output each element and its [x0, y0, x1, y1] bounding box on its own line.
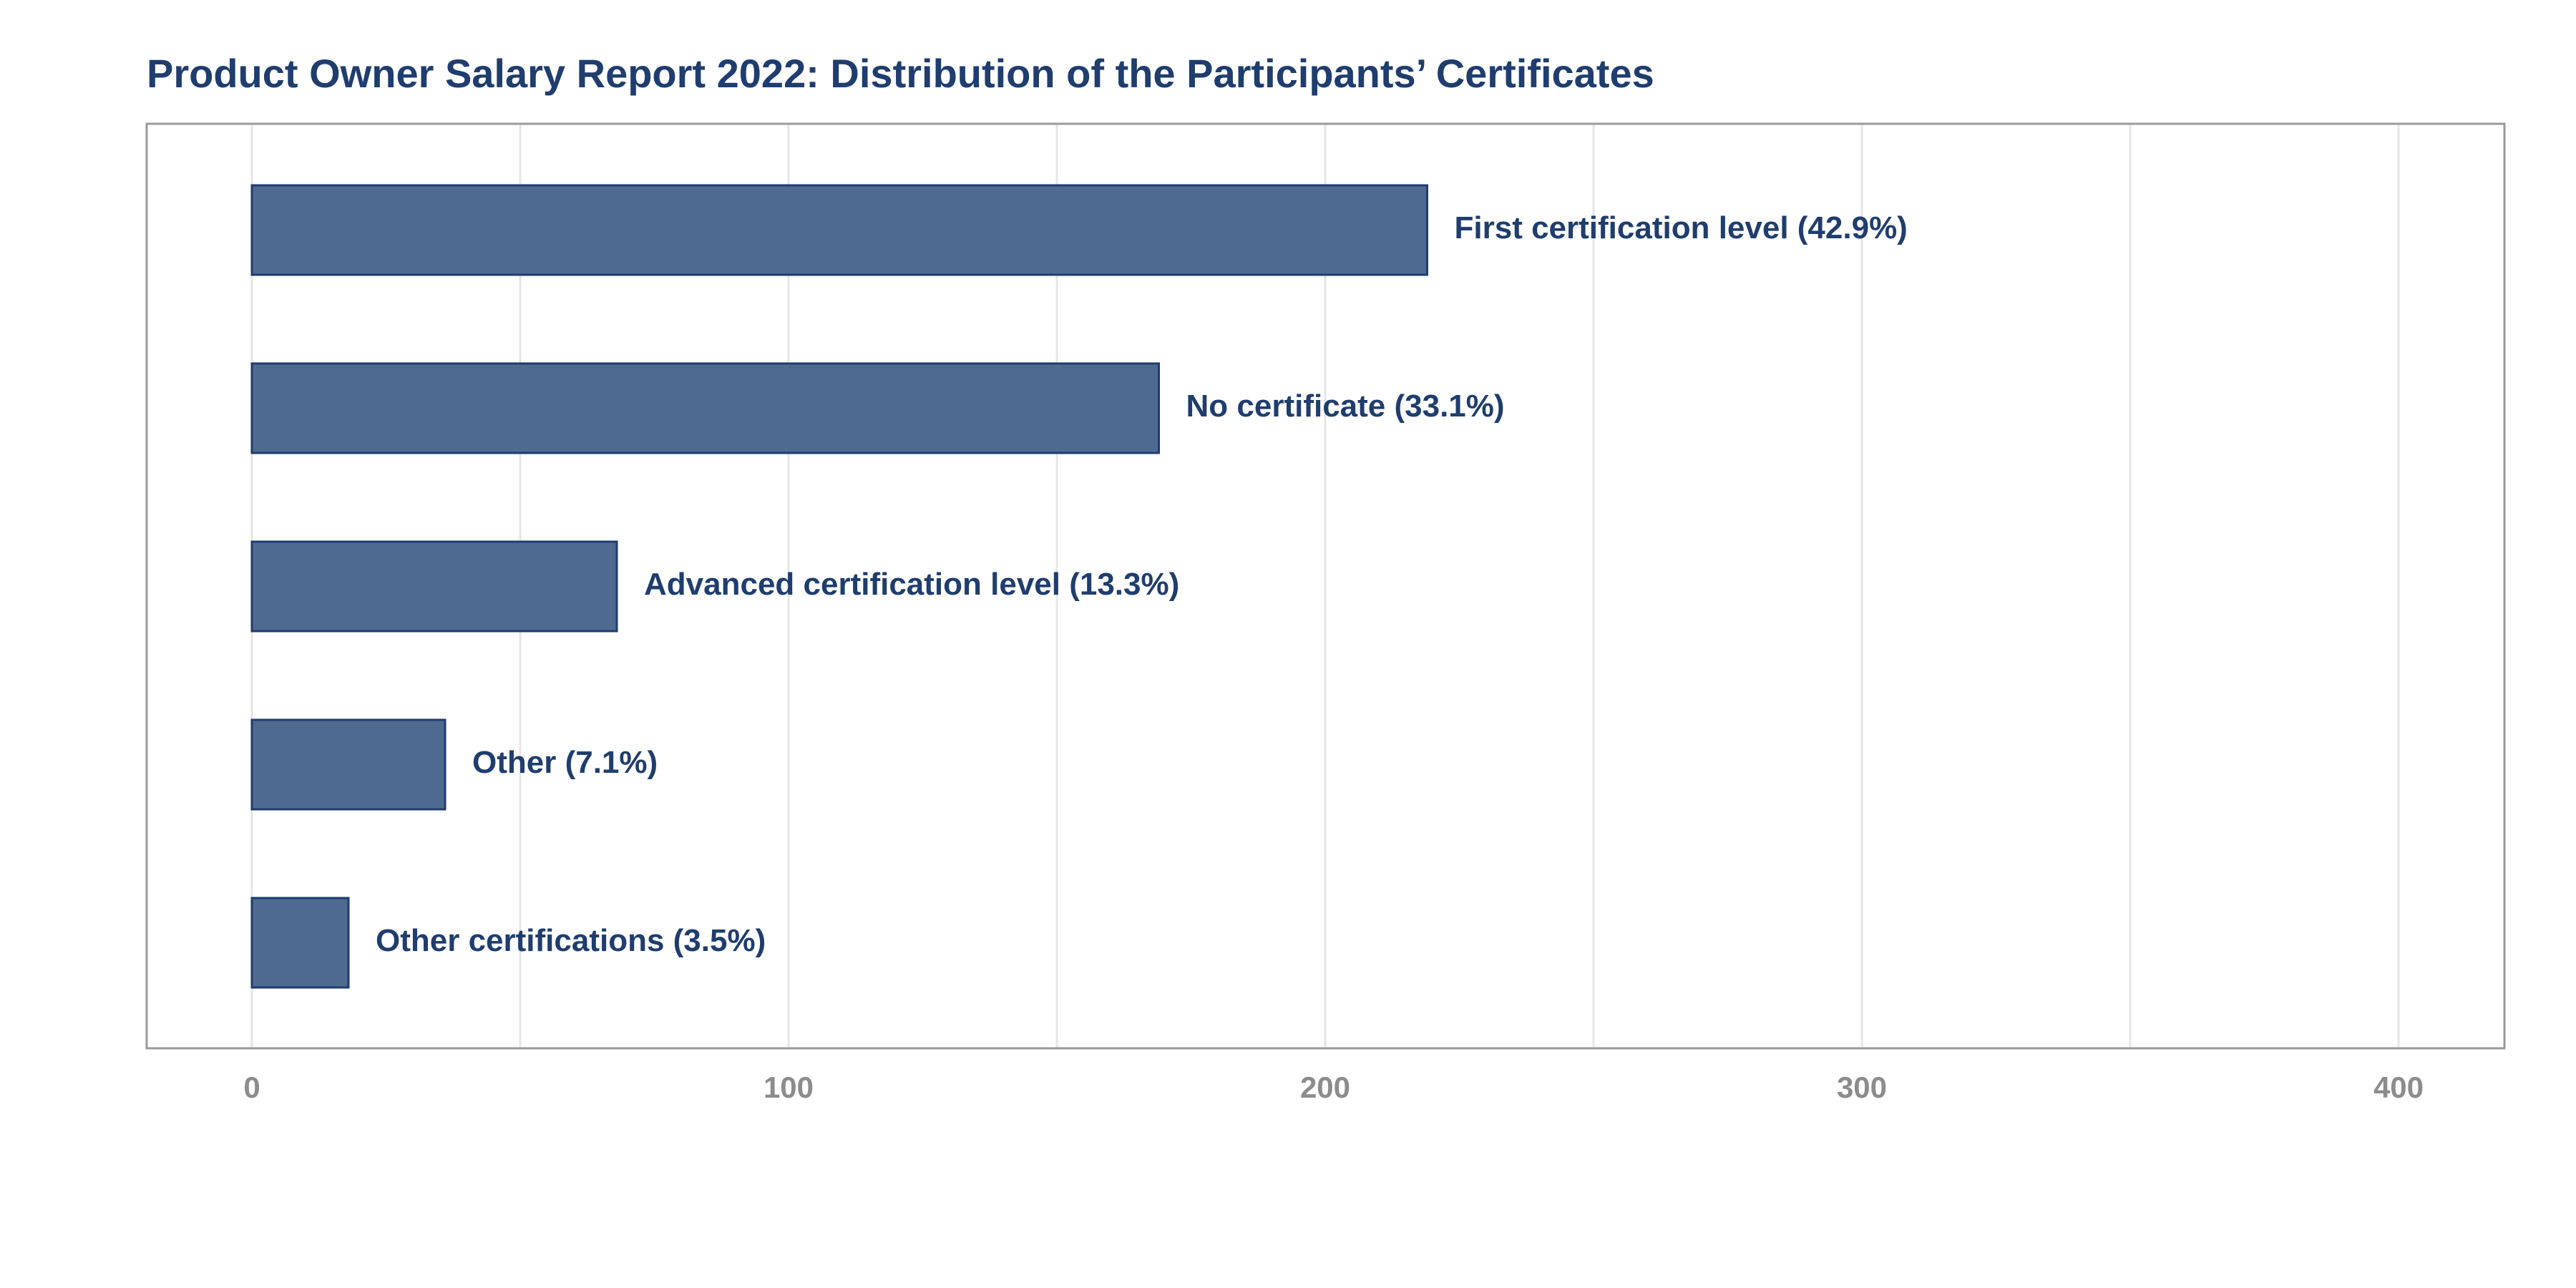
x-tick-label: 100 [763, 1070, 814, 1104]
bar-label: First certification level (42.9%) [1455, 210, 1908, 245]
x-tick-label: 300 [1837, 1070, 1887, 1104]
bar [250, 897, 350, 989]
bar-label: No certificate (33.1%) [1186, 389, 1505, 424]
x-tick-label: 0 [243, 1070, 260, 1104]
bar-label: Advanced certification level (13.3%) [644, 567, 1179, 602]
bar [250, 184, 1428, 276]
chart-title: Product Owner Salary Report 2022: Distri… [147, 51, 1654, 96]
x-tick-label: 400 [2373, 1070, 2424, 1104]
bar-label: Other (7.1%) [472, 745, 658, 780]
x-tick-label: 200 [1300, 1070, 1350, 1104]
bar [250, 718, 447, 811]
bars [250, 184, 1428, 989]
bar-label: Other certifications (3.5%) [376, 923, 766, 958]
bar [250, 540, 618, 633]
bar [250, 362, 1160, 454]
plot-frame [145, 122, 2506, 1050]
x-axis-ticks: 0 100 200 300 400 [243, 1070, 2424, 1104]
bar-labels: First certification level (42.9%) No cert… [376, 210, 1908, 958]
